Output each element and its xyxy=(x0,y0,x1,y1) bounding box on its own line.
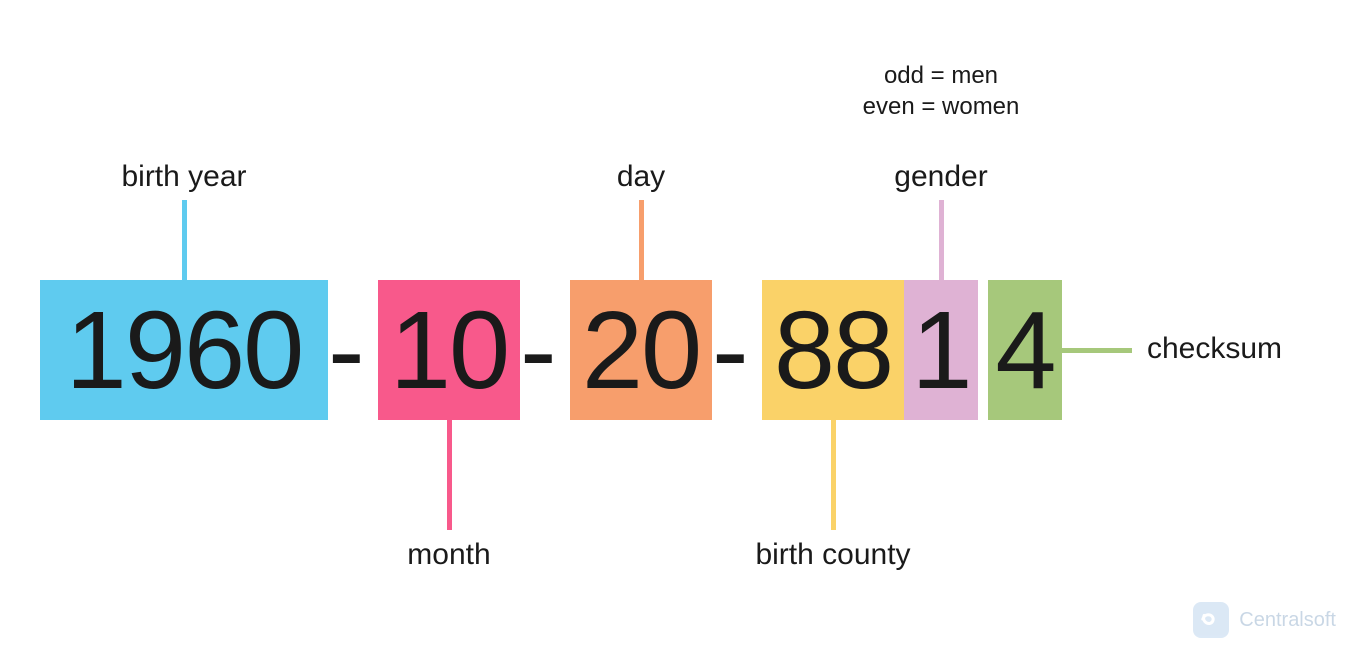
connector-checksum xyxy=(1062,348,1132,353)
connector-county xyxy=(831,420,836,530)
label-checksum: checksum xyxy=(1147,332,1282,366)
label-year: birth year xyxy=(121,160,246,194)
dash-2: - xyxy=(712,280,747,420)
segment-county: 88 xyxy=(762,280,904,420)
dash-0: - xyxy=(328,280,363,420)
label-gender: gender xyxy=(894,160,987,194)
id-number-diagram: 1960 birth year 10 month 20 day 88 birth county… xyxy=(0,0,1366,658)
dash-1: - xyxy=(520,280,555,420)
segment-gender: 1 xyxy=(904,280,978,420)
connector-gender xyxy=(939,200,944,280)
segment-year: 1960 xyxy=(40,280,328,420)
segment-month: 10 xyxy=(378,280,520,420)
connector-month xyxy=(447,420,452,530)
brand-icon xyxy=(1193,602,1229,638)
label-day: day xyxy=(617,160,665,194)
brand-name: Centralsoft xyxy=(1239,609,1336,632)
label-month: month xyxy=(407,538,490,572)
connector-year xyxy=(182,200,187,280)
segment-checksum: 4 xyxy=(988,280,1062,420)
connector-day xyxy=(639,200,644,280)
brand-watermark: Centralsoft xyxy=(1193,602,1336,638)
note-gender: odd = meneven = women xyxy=(863,60,1020,122)
segment-day: 20 xyxy=(570,280,712,420)
label-county: birth county xyxy=(755,538,910,572)
